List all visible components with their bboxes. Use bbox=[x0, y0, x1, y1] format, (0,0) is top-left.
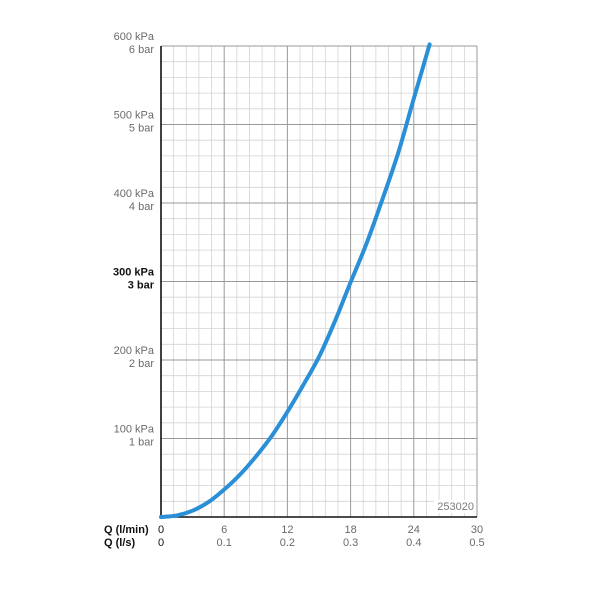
x-tick-labels-secondary: 0 0.1 0.2 0.3 0.4 0.5 bbox=[158, 537, 485, 549]
y-tick-label-kpa: 500 kPa bbox=[114, 110, 155, 122]
x-tick-label-ls: 0.5 bbox=[469, 537, 484, 549]
x-tick-label-ls: 0.2 bbox=[280, 537, 295, 549]
x-tick-label-lmin: 18 bbox=[344, 524, 356, 536]
axes bbox=[160, 46, 477, 518]
code-label-background bbox=[434, 500, 476, 513]
y-tick-label-bar: 2 bar bbox=[129, 358, 154, 370]
y-tick-label-bar: 6 bar bbox=[129, 44, 154, 56]
x-tick-label-ls: 0 bbox=[158, 537, 164, 549]
y-tick-label-kpa: 200 kPa bbox=[114, 345, 155, 357]
y-tick-label-kpa: 600 kPa bbox=[114, 31, 155, 43]
y-tick-label-kpa: 100 kPa bbox=[114, 424, 155, 436]
grid-major bbox=[161, 45, 478, 517]
chart-code-label: 253020 bbox=[437, 501, 474, 513]
x-tick-label-lmin: 6 bbox=[221, 524, 227, 536]
x-tick-label-ls: 0.1 bbox=[217, 537, 232, 549]
x-axis-label-primary: Q (l/min) bbox=[104, 524, 149, 536]
y-tick-label-bar: 3 bar bbox=[128, 280, 155, 292]
x-tick-label-lmin: 12 bbox=[281, 524, 293, 536]
x-tick-label-lmin: 24 bbox=[408, 524, 420, 536]
y-tick-label-kpa: 300 kPa bbox=[113, 267, 155, 279]
x-tick-label-lmin: 30 bbox=[471, 524, 483, 536]
x-tick-label-ls: 0.4 bbox=[406, 537, 421, 549]
y-tick-label-bar: 1 bar bbox=[129, 437, 154, 449]
x-tick-labels-primary: 0 6 12 18 24 30 bbox=[158, 524, 483, 536]
x-axis-label-secondary: Q (l/s) bbox=[104, 537, 136, 549]
x-tick-label-lmin: 0 bbox=[158, 524, 164, 536]
y-tick-label-bar: 4 bar bbox=[129, 201, 154, 213]
y-tick-label-bar: 5 bar bbox=[129, 123, 154, 135]
y-tick-label-kpa: 400 kPa bbox=[114, 188, 155, 200]
x-tick-label-ls: 0.3 bbox=[343, 537, 358, 549]
pressure-curve bbox=[159, 42, 432, 519]
